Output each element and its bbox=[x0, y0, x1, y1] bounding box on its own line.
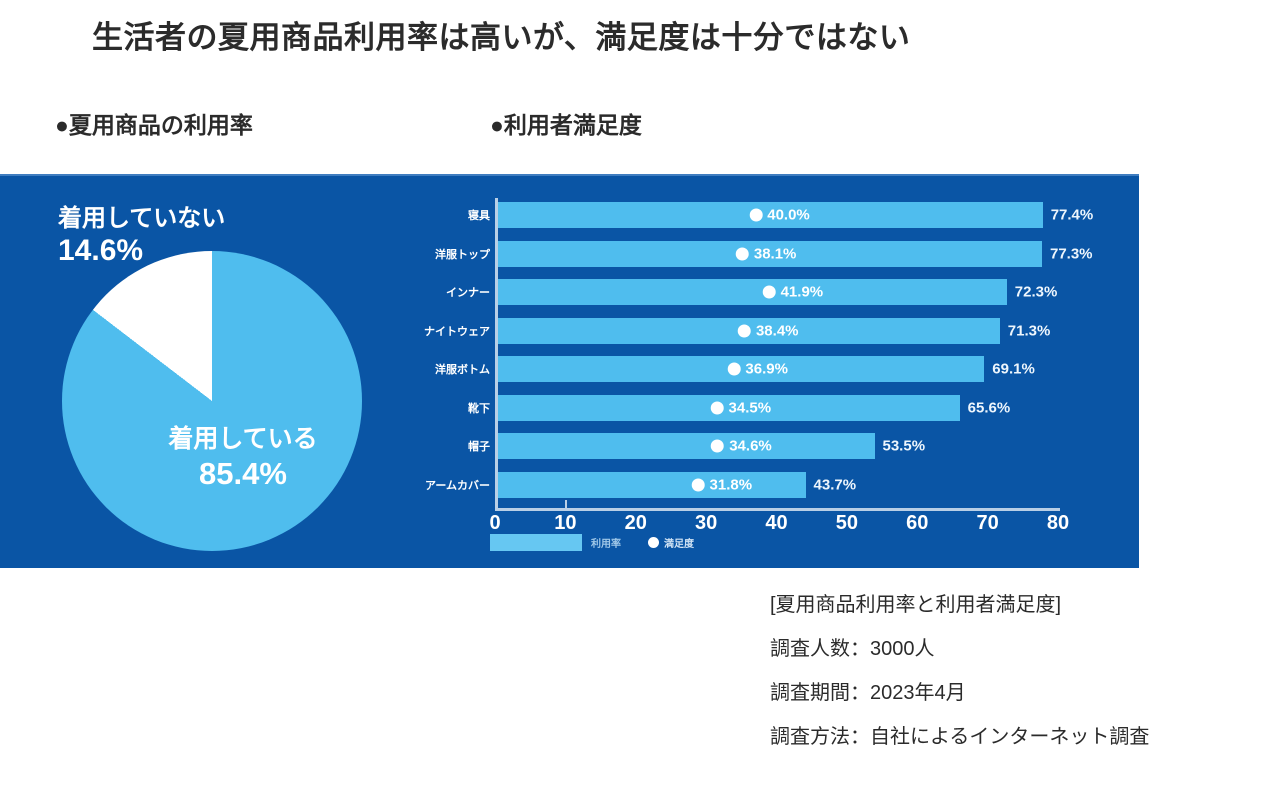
satisfaction-marker-group: 38.4% bbox=[737, 322, 799, 339]
bar-row: 洋服ボトム 69.1% 36.9% bbox=[435, 354, 1061, 384]
note-line: 調査方法：自社によるインターネット調査 bbox=[770, 726, 1150, 748]
bar-category-label: インナー bbox=[446, 287, 490, 299]
usage-rate-bar bbox=[498, 279, 1007, 305]
pie-unused-value: 14.6% bbox=[58, 234, 144, 268]
legend-dot-label: 満足度 bbox=[664, 539, 694, 550]
satisfaction-dot-icon bbox=[735, 247, 749, 260]
usage-rate-value: 65.6% bbox=[967, 399, 1011, 416]
chart-legend: 利用率 満足度 bbox=[490, 534, 694, 551]
chart-panel: 着用していない 14.6% 着用している 85.4% 寝具 77.4% 40.0% 洋… bbox=[0, 174, 1139, 568]
satisfaction-dot-icon bbox=[710, 401, 724, 414]
satisfaction-marker-group: 40.0% bbox=[749, 207, 810, 224]
legend-dot-group: 満足度 bbox=[648, 535, 694, 550]
satisfaction-dot-icon bbox=[749, 208, 763, 222]
bar-category-label: 寝具 bbox=[468, 210, 490, 222]
satisfaction-dot-icon bbox=[727, 362, 741, 376]
x-tick-label: 0 bbox=[489, 512, 501, 534]
page-title: 生活者の夏用商品利用率は高いが、満足度は十分ではない bbox=[92, 20, 911, 55]
pie-unused-text: 着用していない bbox=[58, 205, 226, 232]
pie-chart bbox=[62, 251, 362, 551]
bar-category-label: アームカバー bbox=[424, 479, 490, 492]
usage-rate-bar bbox=[498, 240, 1042, 267]
survey-notes: [夏用商品利用率と利用者満足度] 調査人数：3000人 調査期間：2023年4月… bbox=[770, 588, 1270, 764]
satisfaction-value: 34.6% bbox=[729, 437, 772, 455]
usage-rate-value: 77.4% bbox=[1050, 206, 1094, 224]
usage-rate-bar bbox=[498, 433, 875, 459]
satisfaction-value: 34.5% bbox=[728, 399, 772, 416]
satisfaction-marker-group: 31.8% bbox=[691, 476, 753, 493]
satisfaction-dot-icon bbox=[762, 285, 776, 299]
satisfaction-value: 38.4% bbox=[755, 322, 799, 339]
note-line: 調査期間：2023年4月 bbox=[770, 682, 966, 704]
legend-dot-marker-icon bbox=[648, 537, 659, 548]
bar-category-label: 靴下 bbox=[468, 402, 490, 415]
satisfaction-marker-group: 41.9% bbox=[762, 283, 824, 301]
bar-row: アームカバー 43.7% 31.8% bbox=[425, 470, 1061, 500]
bar-row: ナイトウェア 71.3% 38.4% bbox=[424, 316, 1061, 346]
legend-bar-swatch bbox=[490, 534, 582, 551]
bar-row: 靴下 65.6% 34.5% bbox=[468, 393, 1061, 423]
bar-category-label: 洋服ボトム bbox=[435, 364, 490, 376]
satisfaction-marker-group: 36.9% bbox=[727, 361, 788, 378]
x-tick-label: 30 bbox=[695, 512, 718, 534]
usage-rate-value: 72.3% bbox=[1014, 283, 1058, 301]
x-tick-label: 60 bbox=[906, 512, 929, 534]
x-tick-label: 20 bbox=[624, 512, 647, 534]
satisfaction-dot-icon bbox=[711, 439, 725, 453]
x-tick-label: 40 bbox=[765, 512, 788, 534]
bar-category-label: 洋服トップ bbox=[435, 248, 490, 261]
bar-row: 帽子 53.5% 34.6% bbox=[468, 431, 1061, 461]
satisfaction-value: 31.8% bbox=[709, 476, 753, 493]
usage-rate-bar bbox=[498, 471, 806, 498]
x-tick-label: 70 bbox=[976, 512, 999, 534]
usage-rate-value: 53.5% bbox=[882, 437, 926, 455]
x-tick-label: 10 bbox=[554, 512, 577, 534]
bar-category-label: 帽子 bbox=[468, 441, 490, 453]
pie-label-unused: 着用していない 14.6% bbox=[58, 204, 225, 270]
usage-rate-value: 43.7% bbox=[813, 476, 857, 493]
usage-rate-bar bbox=[498, 356, 985, 382]
usage-rate-value: 69.1% bbox=[992, 360, 1035, 378]
subheading-satisfaction: ●利用者満足度 bbox=[490, 112, 642, 138]
bar-category-label: ナイトウェア bbox=[424, 325, 490, 338]
plot-area: 寝具 77.4% 40.0% 洋服トップ 77.3% 38.1% インナー 72.3% 41.9… bbox=[424, 198, 1093, 508]
satisfaction-dot-icon bbox=[737, 324, 751, 337]
satisfaction-marker-group: 34.6% bbox=[711, 438, 772, 455]
pie-used-value: 85.4% bbox=[199, 456, 287, 492]
note-line: [夏用商品利用率と利用者満足度] bbox=[770, 594, 1062, 616]
x-axis-line bbox=[495, 508, 1060, 511]
bar-row: インナー 72.3% 41.9% bbox=[446, 277, 1061, 307]
satisfaction-marker-group: 34.5% bbox=[710, 399, 772, 416]
x-axis-tick-10 bbox=[565, 500, 567, 509]
usage-rate-bar bbox=[498, 202, 1043, 228]
satisfaction-value: 40.0% bbox=[767, 206, 810, 224]
satisfaction-marker-group: 38.1% bbox=[735, 245, 797, 262]
satisfaction-value: 36.9% bbox=[745, 360, 788, 378]
x-tick-label: 80 bbox=[1046, 512, 1070, 534]
usage-rate-bar bbox=[498, 394, 960, 421]
bar-chart: 寝具 77.4% 40.0% 洋服トップ 77.3% 38.1% インナー 72.3% 41.9… bbox=[400, 194, 1120, 570]
usage-rate-value: 77.3% bbox=[1049, 245, 1093, 262]
pie-label-used: 着用している 85.4% bbox=[118, 424, 368, 494]
satisfaction-dot-icon bbox=[691, 478, 705, 491]
bar-row: 洋服トップ 77.3% 38.1% bbox=[435, 239, 1093, 269]
legend-bar-label: 利用率 bbox=[591, 539, 621, 550]
subheading-usage-rate: ●夏用商品の利用率 bbox=[55, 112, 253, 138]
pie-slices bbox=[62, 251, 362, 551]
usage-rate-value: 71.3% bbox=[1007, 322, 1051, 339]
bar-row: 寝具 77.4% 40.0% bbox=[468, 200, 1093, 230]
satisfaction-value: 41.9% bbox=[780, 283, 824, 301]
x-tick-label: 50 bbox=[835, 512, 858, 534]
note-line: 調査人数：3000人 bbox=[770, 638, 935, 660]
satisfaction-value: 38.1% bbox=[753, 245, 797, 262]
pie-used-text: 着用している bbox=[168, 425, 318, 453]
